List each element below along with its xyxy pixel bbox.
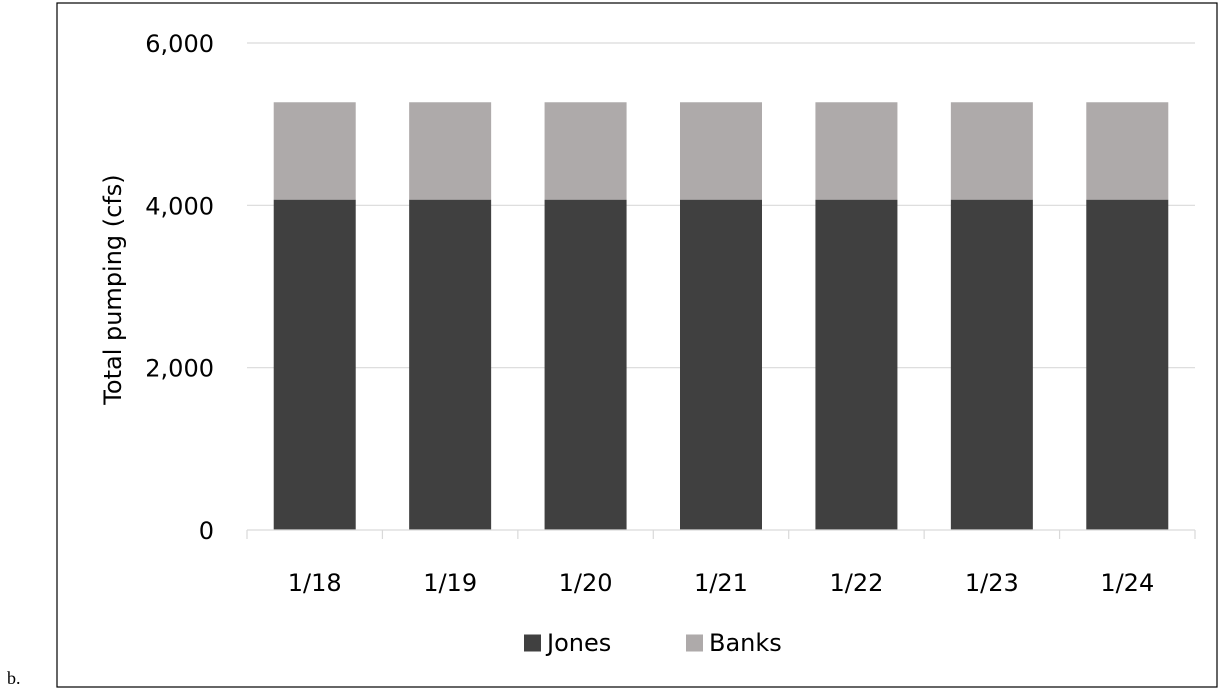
legend-swatch-jones — [524, 634, 541, 652]
x-axis — [246, 529, 1196, 539]
bar-jones — [273, 199, 356, 530]
x-tick-label: 1/22 — [829, 569, 883, 597]
y-tick-label: 2,000 — [145, 355, 214, 383]
bar-jones — [544, 199, 627, 530]
legend: Jones Banks — [524, 629, 782, 657]
x-tick-label: 1/23 — [965, 569, 1019, 597]
bar-jones — [680, 199, 762, 530]
bar-jones — [950, 199, 1033, 530]
y-tick-label: 4,000 — [145, 192, 214, 220]
bar-banks — [544, 102, 627, 200]
x-axis-ticks: 1/18 1/19 1/20 1/21 1/22 1/23 1/24 — [288, 569, 1154, 597]
bar-jones — [409, 199, 492, 530]
bar-banks — [680, 102, 762, 200]
x-tick-label: 1/19 — [423, 569, 477, 597]
x-tick-label: 1/18 — [288, 569, 342, 597]
legend-swatch-banks — [686, 634, 703, 652]
y-tick-label: 0 — [199, 517, 214, 545]
y-axis-ticks: 0 2,000 4,000 6,000 — [145, 30, 214, 545]
bars — [273, 102, 1169, 530]
bar-jones — [815, 199, 898, 530]
legend-label-banks: Banks — [709, 629, 782, 657]
bar-banks — [815, 102, 898, 200]
panel-label: b. — [7, 668, 21, 688]
bar-banks — [1086, 102, 1169, 200]
x-tick-label: 1/20 — [559, 569, 613, 597]
legend-label-jones: Jones — [545, 629, 611, 657]
x-tick-label: 1/21 — [694, 569, 748, 597]
x-tick-label: 1/24 — [1100, 569, 1154, 597]
chart-frame — [56, 2, 1218, 688]
y-axis-label: Total pumping (cfs) — [99, 174, 127, 405]
bar-banks — [950, 102, 1033, 200]
bar-banks — [273, 102, 356, 200]
bar-jones — [1086, 199, 1169, 530]
y-tick-label: 6,000 — [145, 30, 214, 58]
bar-banks — [409, 102, 492, 200]
